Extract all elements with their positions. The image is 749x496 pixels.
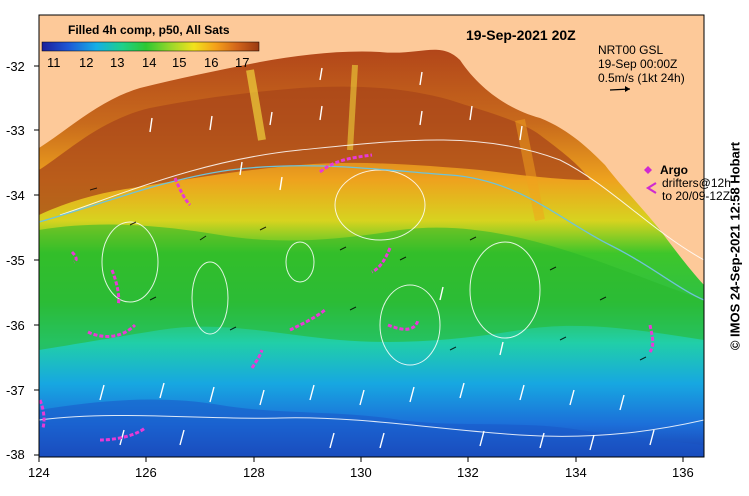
colorbar <box>41 41 260 52</box>
colorbar-tick: 13 <box>110 55 125 70</box>
warm-coastal-band <box>39 86 590 215</box>
legend-drifters-line1: drifters@12h <box>662 176 731 190</box>
colorbar-tick: 11 <box>47 55 61 70</box>
drifter-tracks <box>39 153 655 442</box>
colorbar-tick: 15 <box>172 55 187 70</box>
sst-filament <box>347 64 358 151</box>
map-frame <box>38 14 705 458</box>
legend-source: NRT00 GSL <box>598 43 664 57</box>
current-vectors-small <box>89 187 647 361</box>
y-tick-label: -35 <box>6 253 25 268</box>
sst-filament <box>515 119 545 221</box>
y-tick-label: -33 <box>6 123 25 138</box>
argo-marker <box>644 166 652 174</box>
imos-credit: © IMOS 24-Sep-2021 12:58 Hobart <box>727 141 743 351</box>
current-vectors <box>99 67 655 451</box>
x-tick-label: 128 <box>243 465 265 480</box>
x-axis-ticks <box>38 457 684 462</box>
green-band <box>39 224 704 350</box>
x-tick-label: 134 <box>565 465 587 480</box>
legend-drifters-line2: to 20/09-12Z <box>662 189 731 203</box>
y-tick-label: -32 <box>6 59 25 74</box>
sst-filament <box>246 69 266 141</box>
x-tick-label: 132 <box>457 465 479 480</box>
colorbar-tick: 16 <box>204 55 219 70</box>
scale-arrow-head <box>625 86 630 92</box>
y-tick-label: -38 <box>6 447 25 462</box>
colorbar-tick: 17 <box>235 55 250 70</box>
x-tick-label: 126 <box>135 465 157 480</box>
legend-scale: 0.5m/s (1kt 24h) <box>598 71 685 85</box>
colorbar-tick: 12 <box>79 55 94 70</box>
x-tick-label: 136 <box>672 465 694 480</box>
colorbar-tick: 14 <box>142 55 157 70</box>
mean-sea-level-contour <box>39 165 704 301</box>
y-axis-ticks <box>34 65 39 456</box>
x-tick-label: 130 <box>350 465 372 480</box>
y-tick-label: -34 <box>6 188 25 203</box>
y-tick-label: -36 <box>6 318 25 333</box>
y-tick-label: -37 <box>6 383 25 398</box>
x-tick-label: 124 <box>28 465 50 480</box>
map-date-title: 19-Sep-2021 20Z <box>466 27 576 43</box>
drifter-marker <box>645 182 657 194</box>
legend-argo: Argo <box>660 163 688 177</box>
legend-time: 19-Sep 00:00Z <box>598 57 678 71</box>
colorbar-title: Filled 4h comp, p50, All Sats <box>68 23 230 37</box>
cool-south-band <box>39 399 704 457</box>
